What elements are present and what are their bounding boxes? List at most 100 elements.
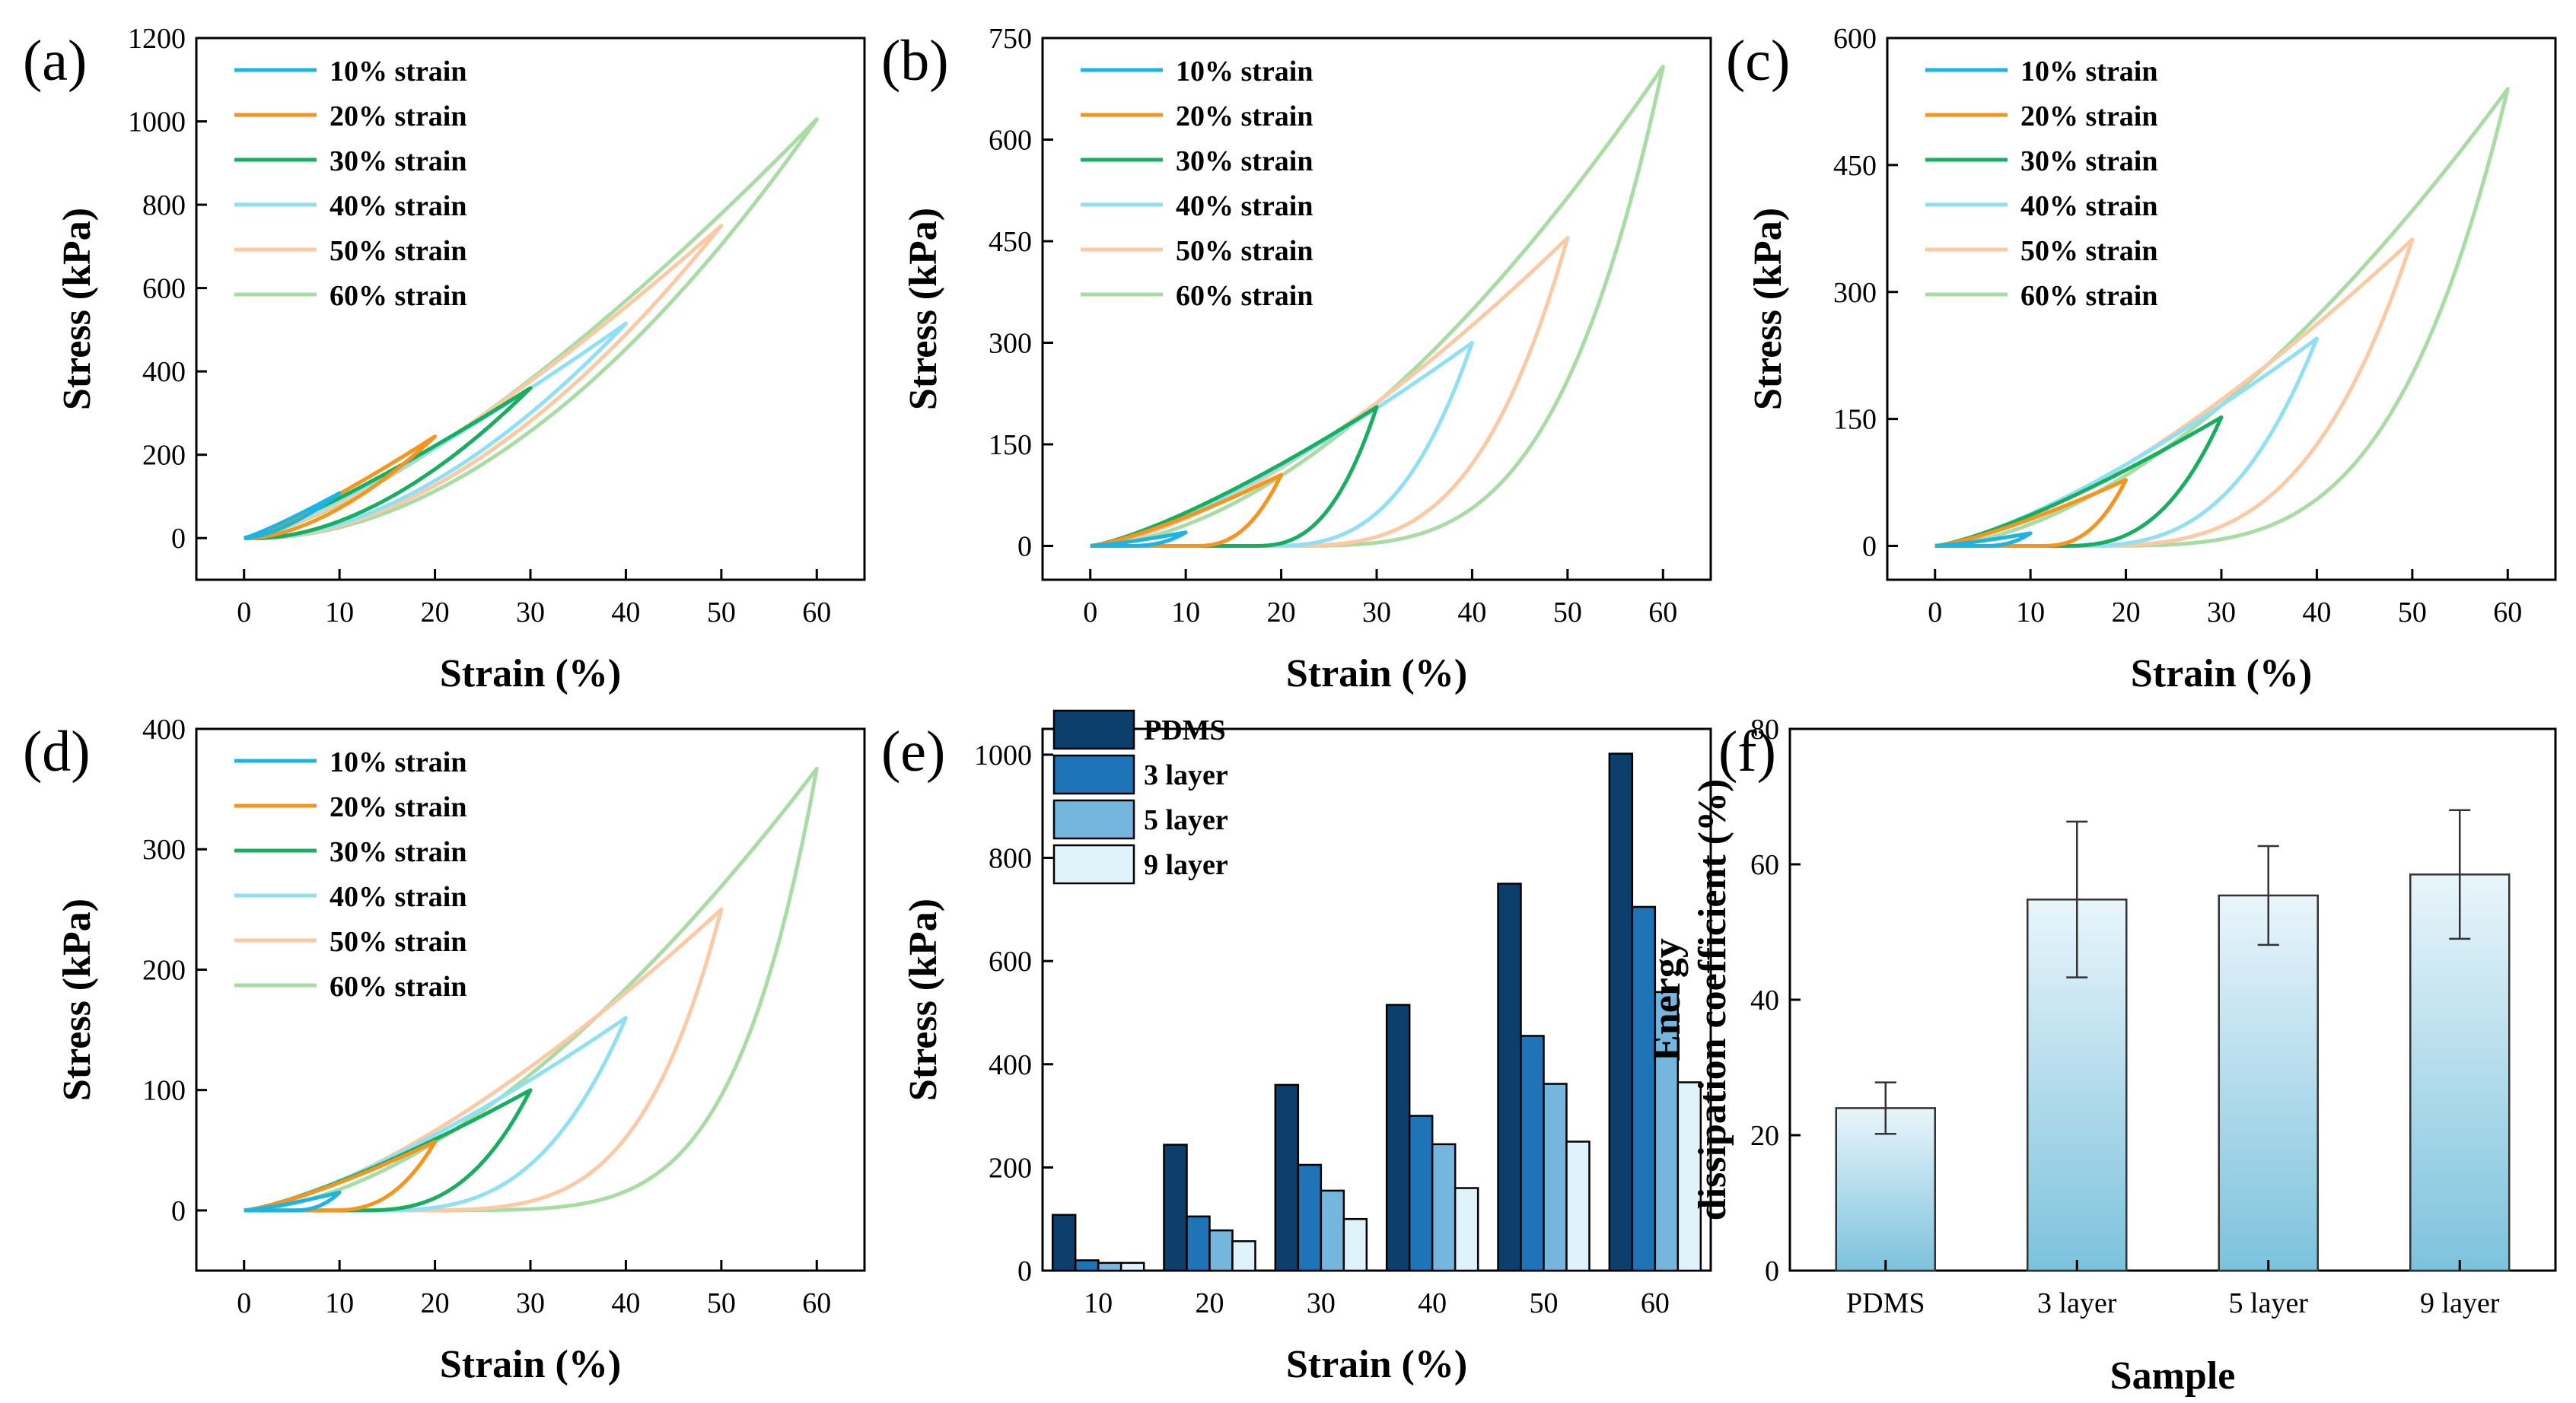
legend-label: 10% strain <box>330 56 467 87</box>
x-tick-label: 20 <box>1267 597 1296 628</box>
legend-label: 50% strain <box>2020 235 2158 267</box>
hysteresis-curve-50-strain <box>244 224 724 540</box>
x-axis-title: Strain (%) <box>2131 652 2312 695</box>
x-tick-label: 30 <box>2207 597 2236 628</box>
bar <box>1408 1115 1434 1272</box>
y-tick-label: 400 <box>142 714 186 746</box>
panel-label: (b) <box>881 29 949 93</box>
x-tick-label: 60 <box>802 597 831 628</box>
legend-label: 5 layer <box>1144 804 1228 836</box>
plot-frame <box>1041 727 1712 1272</box>
x-tick-label: 40 <box>611 1287 640 1319</box>
y-tick-label: 200 <box>142 954 186 986</box>
bar <box>1274 1083 1300 1272</box>
x-tick-label: 3 layer <box>2037 1287 2117 1319</box>
y-tick-label: 400 <box>989 1049 1032 1081</box>
x-tick-label: 30 <box>1307 1287 1336 1319</box>
legend-label: 40% strain <box>330 881 467 913</box>
hysteresis-curve-20-strain <box>1934 478 2129 548</box>
bar <box>1097 1261 1122 1272</box>
x-tick-label: 0 <box>1928 597 1942 628</box>
legend-label: 60% strain <box>330 971 467 1003</box>
bar <box>1231 1240 1256 1272</box>
x-tick-label: 30 <box>516 1287 545 1319</box>
y-axis-title: Energy <box>1645 938 1689 1061</box>
hysteresis-curve-40-strain <box>1934 336 2319 548</box>
y-tick-label: 0 <box>1862 531 1877 563</box>
legend-label: 20% strain <box>330 100 467 132</box>
x-tick-label: 30 <box>1362 597 1391 628</box>
x-tick-label: PDMS <box>1846 1287 1925 1319</box>
x-tick-label: 40 <box>1457 597 1486 628</box>
hysteresis-curve-20-strain <box>1090 472 1284 548</box>
legend-label: 30% strain <box>1176 145 1313 177</box>
panel-label: (a) <box>23 29 87 93</box>
legend-label: 40% strain <box>1176 190 1313 222</box>
legend-swatch <box>1052 844 1135 885</box>
bar <box>2218 894 2319 1272</box>
legend-label: 3 layer <box>1144 759 1228 791</box>
y-tick-label: 80 <box>1750 714 1779 746</box>
y-axis-title: Stress (kPa) <box>56 208 99 410</box>
x-axis-title: Strain (%) <box>440 652 621 695</box>
bar <box>1676 1081 1702 1272</box>
y-tick-label: 450 <box>1833 150 1877 182</box>
hysteresis-curve-10-strain <box>1934 531 2033 548</box>
x-tick-label: 50 <box>2398 597 2427 628</box>
legend-label: 20% strain <box>2020 100 2158 132</box>
x-tick-label: 50 <box>1530 1287 1559 1319</box>
x-tick-label: 0 <box>237 597 251 628</box>
y-tick-label: 400 <box>142 356 186 388</box>
legend-swatch <box>1052 799 1135 840</box>
y-tick-label: 1000 <box>974 740 1032 771</box>
bar <box>1835 1107 1936 1272</box>
bar <box>1119 1261 1145 1272</box>
legend-swatch <box>1052 754 1135 795</box>
legend-label: 50% strain <box>1176 235 1313 267</box>
bar <box>1074 1259 1100 1272</box>
x-tick-label: 40 <box>1418 1287 1447 1319</box>
chart-panel-a: (a)0 10 20 30 40 50 60020040060080010001200Str… <box>23 23 866 695</box>
bar <box>1208 1229 1234 1272</box>
bar <box>1342 1217 1368 1272</box>
x-tick-label: 60 <box>1641 1287 1670 1319</box>
y-tick-label: 150 <box>1833 404 1877 436</box>
bar <box>1320 1189 1345 1272</box>
y-tick-label: 750 <box>989 23 1032 55</box>
y-tick-label: 0 <box>171 1195 186 1227</box>
y-tick-label: 600 <box>989 125 1032 157</box>
bar <box>1297 1163 1323 1272</box>
x-tick-label: 5 layer <box>2229 1287 2309 1319</box>
legend-label: 20% strain <box>330 791 467 823</box>
x-tick-label: 40 <box>2302 597 2331 628</box>
panel-label: (d) <box>23 720 91 784</box>
bar <box>1520 1035 1545 1272</box>
bar <box>2409 873 2511 1272</box>
y-tick-label: 100 <box>142 1075 186 1107</box>
legend-label: 60% strain <box>1176 280 1313 312</box>
y-tick-label: 0 <box>1017 1255 1032 1287</box>
plot-frame <box>1041 37 1712 581</box>
hysteresis-curve-50-strain <box>244 907 724 1213</box>
hysteresis-curve-60-strain <box>244 117 819 540</box>
y-tick-label: 1200 <box>128 23 186 55</box>
bar <box>1051 1214 1077 1272</box>
x-tick-label: 10 <box>325 597 354 628</box>
bar <box>1608 752 1634 1272</box>
chart-panel-f: (f) 0 20 40 60 80 Sample Energy dissipation coef… <box>1645 714 2557 1398</box>
y-tick-label: 150 <box>989 429 1032 461</box>
legend-label: 60% strain <box>330 280 467 312</box>
x-tick-label: 60 <box>802 1287 831 1319</box>
legend-label: 40% strain <box>330 190 467 222</box>
hysteresis-curve-10-strain <box>1090 530 1188 548</box>
legend-label: 60% strain <box>2020 280 2158 312</box>
y-tick-label: 800 <box>142 189 186 221</box>
legend-label: 30% strain <box>330 145 467 177</box>
bar <box>1186 1215 1211 1272</box>
hysteresis-curve-50-strain <box>1090 236 1570 548</box>
x-tick-label: 60 <box>2493 597 2522 628</box>
x-tick-label: 50 <box>707 597 736 628</box>
x-tick-label: 10 <box>325 1287 354 1319</box>
